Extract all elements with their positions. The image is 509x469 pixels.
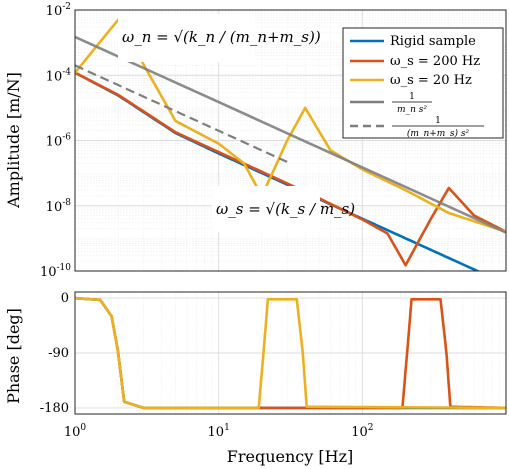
annotation-omega-s-bg	[212, 186, 320, 232]
legend-box	[342, 27, 504, 139]
amp-series-line	[75, 35, 506, 234]
phase-series	[75, 296, 506, 410]
phase-series-line	[75, 296, 506, 410]
legend-label: ω_s = 200 Hz	[390, 54, 480, 69]
legend-frac-den: m_n s²	[397, 105, 427, 115]
phase-xtick-label: 100	[64, 423, 87, 440]
legend-frac-num: 1	[409, 92, 415, 102]
annotation-omega-n-text: ω_n = √(k_n / (m_n+m_s))	[122, 28, 321, 46]
annotation-omega-n-bg	[118, 14, 254, 62]
amp-ytick-label: 10-4	[46, 67, 72, 84]
phase-ylabel: Phase [deg]	[4, 308, 23, 404]
legend-label: ω_s = 20 Hz	[390, 73, 472, 88]
annotation-omega-s-text: ω_s = √(k_s / m_s)	[216, 200, 355, 218]
amp-series-line	[75, 71, 506, 267]
legend-label: Rigid sample	[390, 34, 476, 49]
legend-frac-den: (m_n+m_s) s²	[407, 128, 470, 139]
amp-ytick-label: 10-10	[40, 263, 71, 280]
amplitude-ylabel: Amplitude [m/N]	[4, 72, 23, 209]
amp-ytick-label: 10-6	[46, 133, 72, 150]
phase-ytick-label: -90	[48, 346, 69, 361]
amp-series-line	[75, 18, 506, 233]
phase-ytick-label: -180	[40, 401, 69, 416]
amp-series-line	[75, 64, 288, 164]
phase-xtick-label: 101	[208, 423, 230, 440]
amp-ytick-label: 10-8	[46, 198, 72, 215]
amplitude-axes-frame	[74, 9, 507, 272]
amplitude-tick-labels: 10-10 10-8 10-6 10-4 10-2	[40, 2, 71, 280]
annotation-omega-n: ω_n = √(k_n / (m_n+m_s))	[118, 14, 321, 62]
phase-xtick-label: 102	[351, 423, 373, 440]
phase-axes-frame	[74, 291, 507, 415]
frequency-xlabel: Frequency [Hz]	[227, 447, 354, 466]
legend-frac-num: 1	[435, 116, 441, 126]
phase-ytick-label: 0	[61, 291, 69, 306]
legend: Rigid sample ω_s = 200 Hz ω_s = 20 Hz 1 m_n …	[342, 27, 504, 139]
amp-ytick-label: 10-2	[46, 2, 71, 19]
phase-tick-labels: 100 101 102 0 -90 -180	[40, 291, 374, 440]
annotation-omega-s: ω_s = √(k_s / m_s)	[212, 186, 355, 232]
